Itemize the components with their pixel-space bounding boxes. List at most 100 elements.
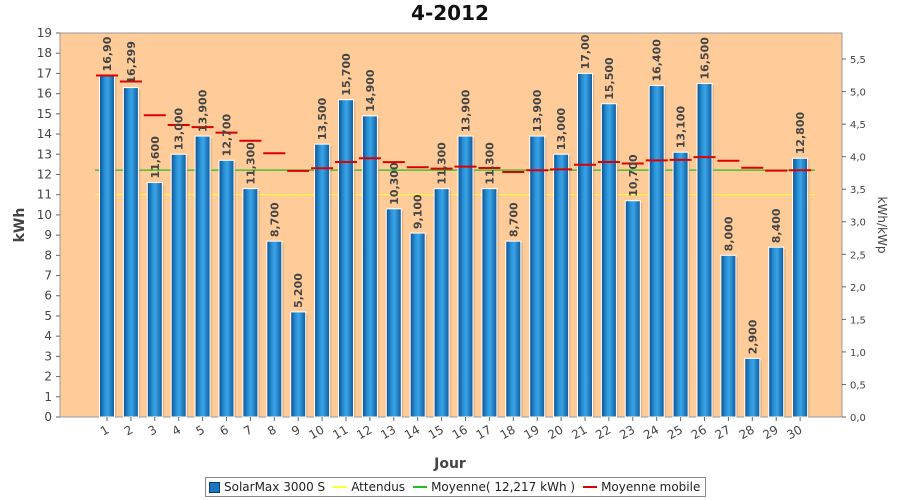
x-tick-label: 1 <box>98 422 112 438</box>
y-tick-label: 16 <box>37 87 52 101</box>
bar <box>361 115 378 418</box>
x-tick-label: 5 <box>193 422 207 438</box>
bar-value-label: 13,000 <box>173 107 186 150</box>
bar-value-label: 13,100 <box>675 105 688 148</box>
y2-tick-label: 4,5 <box>850 120 866 131</box>
y-tick-label: 12 <box>37 167 52 181</box>
x-tick-label: 29 <box>760 422 780 442</box>
x-axis-label: Jour <box>433 456 466 472</box>
legend: SolarMax 3000 S Attendus Moyenne( 12,217… <box>205 477 707 497</box>
legend-swatch-moyenne-mobile <box>583 486 598 488</box>
legend-item-attendus: Attendus <box>333 480 405 494</box>
bar-value-label: 12,800 <box>794 112 807 155</box>
y-tick-label: 14 <box>37 127 52 141</box>
y-tick-label: 7 <box>44 269 52 283</box>
bar-value-label: 8,700 <box>507 202 520 237</box>
bar-value-label: 13,900 <box>460 89 473 132</box>
bar-value-label: 13,000 <box>555 107 568 150</box>
y2-tick-label: 5,5 <box>850 55 866 66</box>
x-tick-label: 11 <box>330 422 350 442</box>
x-tick-label: 19 <box>521 422 541 442</box>
x-tick-label: 6 <box>217 422 231 438</box>
bar <box>481 188 498 418</box>
x-tick-label: 25 <box>665 422 685 442</box>
x-tick-label: 27 <box>713 422 733 442</box>
bar <box>385 208 402 418</box>
legend-item-moyenne-mobile: Moyenne mobile <box>583 480 700 494</box>
bar <box>553 153 570 418</box>
y-tick-label: 15 <box>37 107 52 121</box>
x-tick-label: 7 <box>241 422 255 438</box>
x-tick-label: 16 <box>450 422 470 442</box>
x-tick-label: 23 <box>617 422 637 442</box>
y-tick-label: 19 <box>37 26 52 40</box>
bar-value-label: 16,299 <box>125 41 138 83</box>
x-tick-label: 12 <box>354 422 374 442</box>
bar-value-label: 12,700 <box>221 114 234 157</box>
y-tick-label: 18 <box>37 46 52 60</box>
y2-tick-label: 0,0 <box>850 413 866 424</box>
y-tick-label: 4 <box>44 329 52 343</box>
y2-tick-label: 1,0 <box>850 348 866 359</box>
bar <box>720 254 737 418</box>
y-tick-label: 17 <box>37 66 52 80</box>
y-tick-label: 1 <box>44 390 52 404</box>
bar-value-label: 10,700 <box>627 154 640 197</box>
y-tick-label: 9 <box>44 228 52 242</box>
bar-value-label: 9,100 <box>412 194 425 229</box>
bar-value-label: 8,000 <box>722 216 735 251</box>
bar <box>529 135 546 418</box>
bar <box>433 188 450 418</box>
bar-value-label: 5,200 <box>292 273 305 308</box>
bar-value-label: 11,300 <box>483 142 496 185</box>
bar <box>146 182 163 418</box>
bar <box>672 151 689 418</box>
y-tick-label: 5 <box>44 309 52 323</box>
bar <box>744 357 761 418</box>
x-tick-label: 18 <box>498 422 518 442</box>
x-tick-label: 8 <box>265 422 279 438</box>
x-tick-label: 26 <box>689 422 709 442</box>
bar <box>505 240 522 418</box>
bar <box>457 135 474 418</box>
bar <box>170 153 187 418</box>
bar <box>266 240 283 418</box>
x-tick-label: 20 <box>545 422 565 442</box>
bar <box>577 72 593 418</box>
bar-value-label: 11,300 <box>436 142 449 185</box>
bar-value-label: 16,500 <box>699 37 712 80</box>
y2-tick-label: 0,5 <box>850 380 866 391</box>
bar <box>99 74 115 418</box>
y2-tick-label: 4,0 <box>850 153 866 164</box>
x-tick-label: 9 <box>289 422 303 438</box>
y-tick-label: 8 <box>44 248 52 262</box>
bar <box>696 83 713 418</box>
bar-value-label: 11,600 <box>149 136 162 179</box>
bar-value-label: 2,900 <box>746 319 759 354</box>
bar-value-label: 11,300 <box>244 142 257 185</box>
y-tick-label: 6 <box>44 289 52 303</box>
legend-swatch-attendus <box>333 486 348 488</box>
bar <box>194 135 211 418</box>
legend-item-solarmax: SolarMax 3000 S <box>209 480 325 494</box>
bar-value-label: 8,700 <box>268 202 281 237</box>
legend-label-solarmax: SolarMax 3000 S <box>224 480 326 494</box>
y-tick-label: 13 <box>37 147 52 161</box>
chart-title: 4-2012 <box>411 1 489 25</box>
x-tick-label: 21 <box>569 422 589 442</box>
x-tick-label: 24 <box>641 422 661 442</box>
x-tick-label: 13 <box>378 422 398 442</box>
legend-label-moyenne-mobile: Moyenne mobile <box>601 480 701 494</box>
x-tick-label: 15 <box>426 422 446 442</box>
x-tick-label: 14 <box>402 422 422 442</box>
y2-tick-label: 2,5 <box>850 250 866 261</box>
legend-label-attendus: Attendus <box>351 480 406 494</box>
bar-value-label: 8,400 <box>770 208 783 243</box>
bar-value-label: 10,300 <box>388 162 401 205</box>
bar-value-label: 16,400 <box>651 39 664 82</box>
bar-value-label: 13,900 <box>197 89 210 132</box>
bar <box>314 143 331 418</box>
bar <box>768 246 785 418</box>
bar <box>338 99 354 418</box>
legend-swatch-solarmax <box>209 481 220 493</box>
